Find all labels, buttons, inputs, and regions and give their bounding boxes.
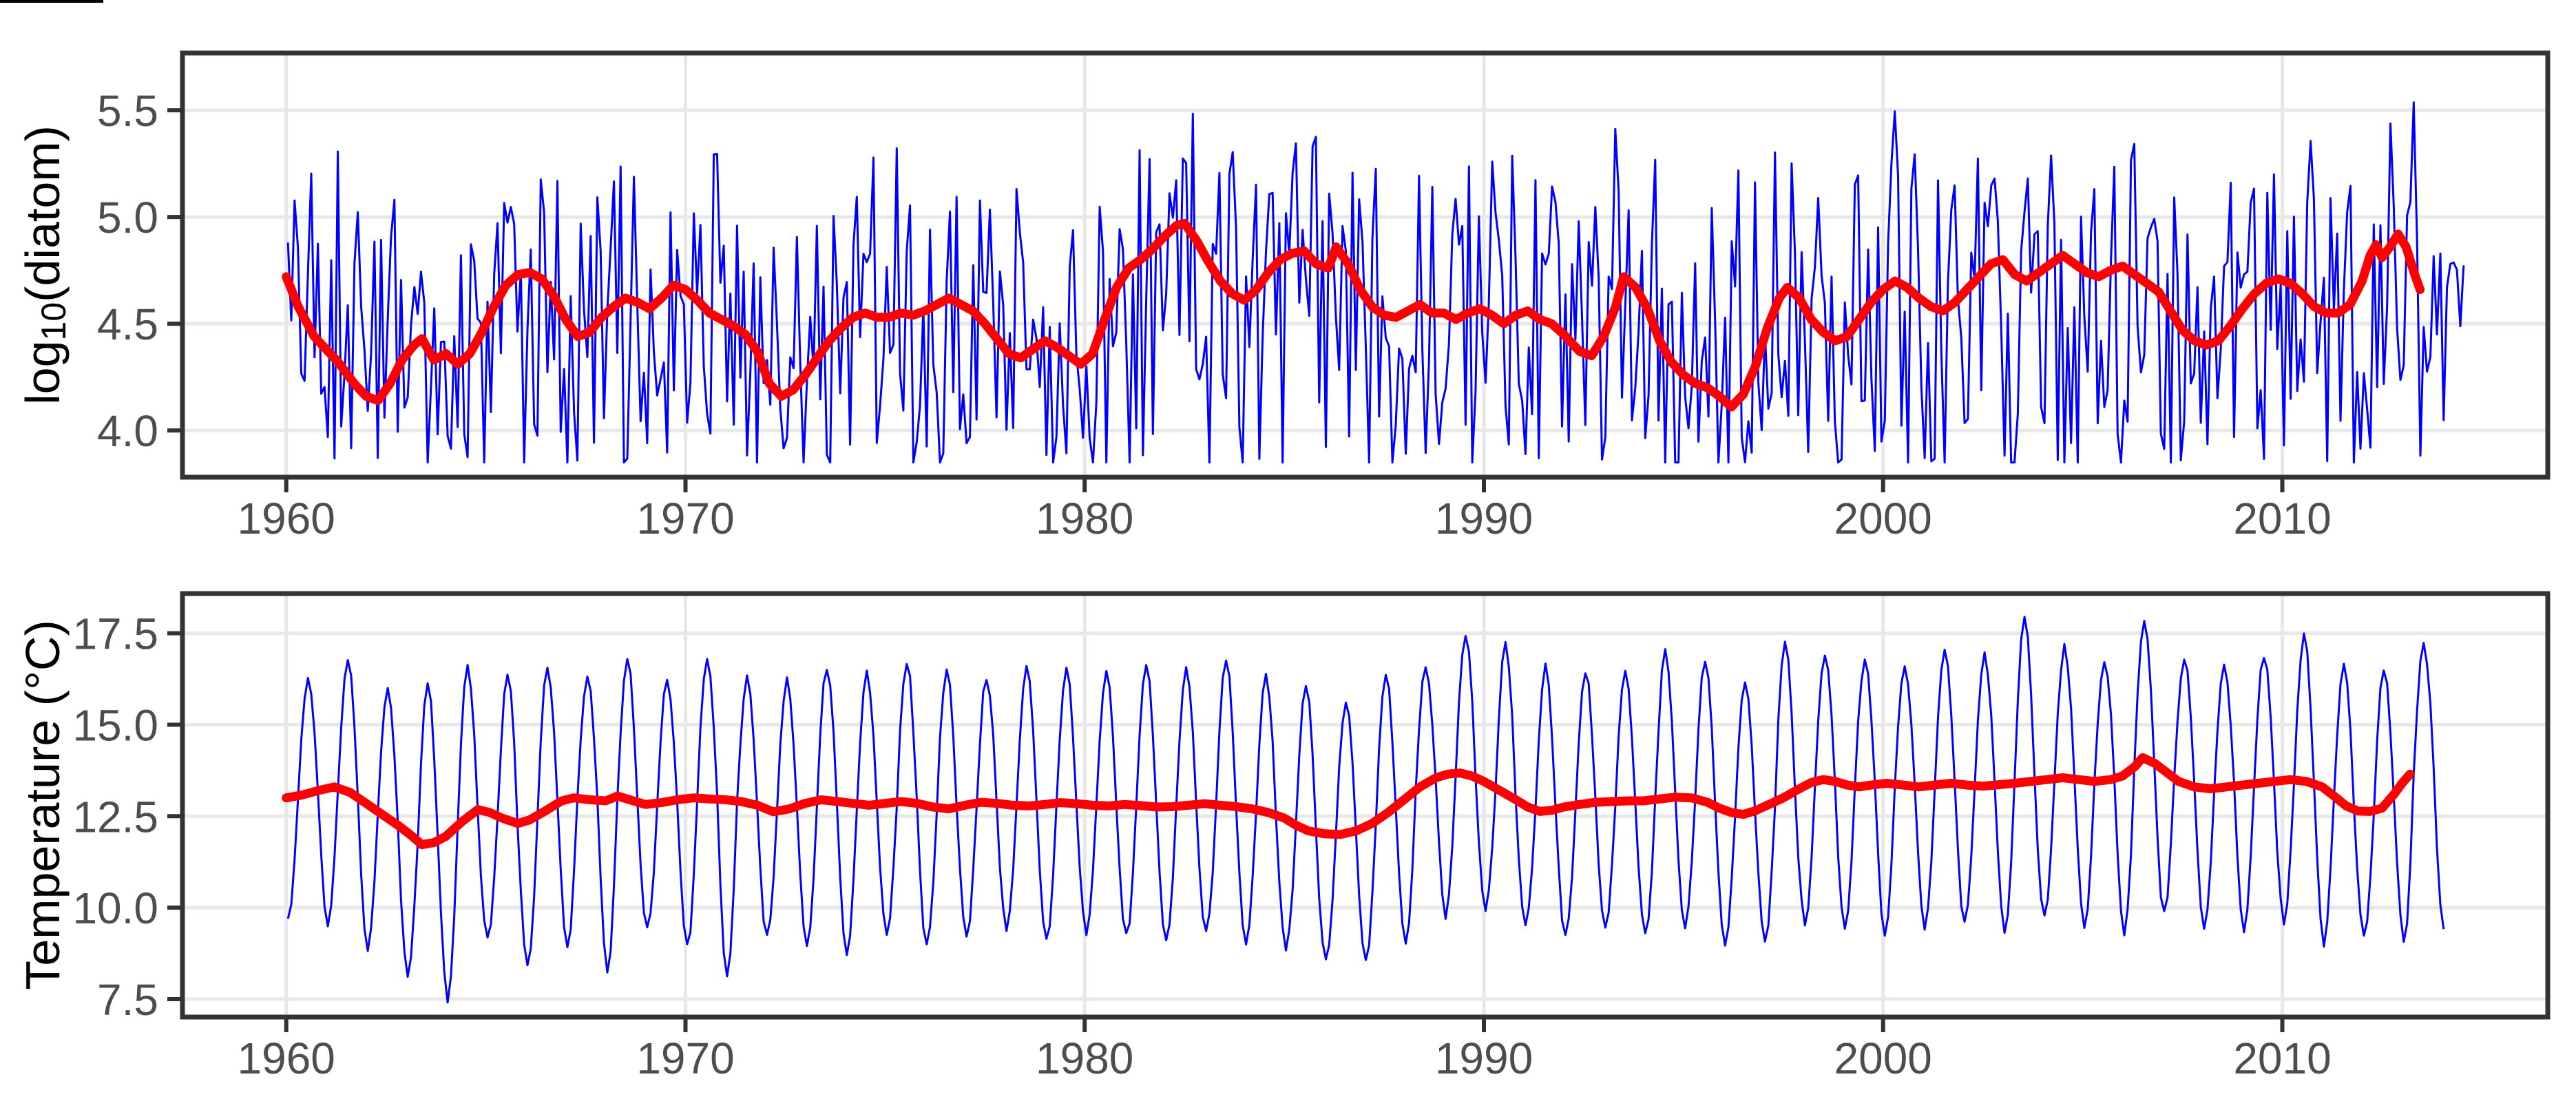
y-tick-label-5.5: 5.5 xyxy=(97,86,158,136)
x-tick-label-1990: 1990 xyxy=(1435,1034,1533,1083)
y-tick-label-5: 5.0 xyxy=(97,193,158,242)
y-tick-label-10: 10.0 xyxy=(72,883,158,933)
x-tick-label-1980: 1980 xyxy=(1036,494,1133,543)
temperature-monthly-line xyxy=(286,616,2445,1004)
diatom-y-axis-title: log10(diatom) xyxy=(16,125,73,405)
x-tick-label-1990: 1990 xyxy=(1435,494,1533,543)
diatom-panel-border xyxy=(180,50,2551,480)
y-tick-label-17.5: 17.5 xyxy=(72,609,158,659)
y-tick-label-4: 4.0 xyxy=(97,406,158,456)
diatom-series-layer xyxy=(282,101,2465,464)
diatom-trend-line xyxy=(282,218,2425,412)
x-tick-label-2000: 2000 xyxy=(1834,494,1932,543)
x-tick-label-2010: 2010 xyxy=(2233,494,2331,543)
top-left-artifact-mark xyxy=(0,0,103,3)
y-tick-label-7.5: 7.5 xyxy=(97,975,158,1025)
y-tick-label-4.5: 4.5 xyxy=(97,300,158,349)
diatom-monthly-line xyxy=(286,101,2465,464)
temperature-panel-border xyxy=(180,591,2551,1020)
x-tick-label-2000: 2000 xyxy=(1834,1034,1932,1083)
x-tick-label-1970: 1970 xyxy=(636,1034,734,1083)
y-tick-label-12.5: 12.5 xyxy=(72,792,158,841)
diatom-chart-panel: 1960 1970 1980 1990 2000 2010 4.0 4.5 5.0 5.5 xyxy=(97,50,2551,543)
x-tick-label-1980: 1980 xyxy=(1036,1034,1133,1083)
y-tick-label-15: 15.0 xyxy=(72,701,158,751)
temperature-series-layer xyxy=(282,616,2445,1004)
x-tick-label-2010: 2010 xyxy=(2233,1034,2331,1083)
temperature-y-axis-title: Temperature (°C) xyxy=(16,620,70,990)
x-tick-label-1960: 1960 xyxy=(238,494,335,543)
x-tick-label-1960: 1960 xyxy=(238,1034,335,1083)
temperature-trend-line xyxy=(282,753,2415,850)
x-tick-label-1970: 1970 xyxy=(636,494,734,543)
temperature-chart-panel: 1960 1970 1980 1990 2000 2010 7.5 10.0 12.5 15.0 1… xyxy=(72,591,2551,1083)
diatom-panel-background xyxy=(182,53,2548,477)
